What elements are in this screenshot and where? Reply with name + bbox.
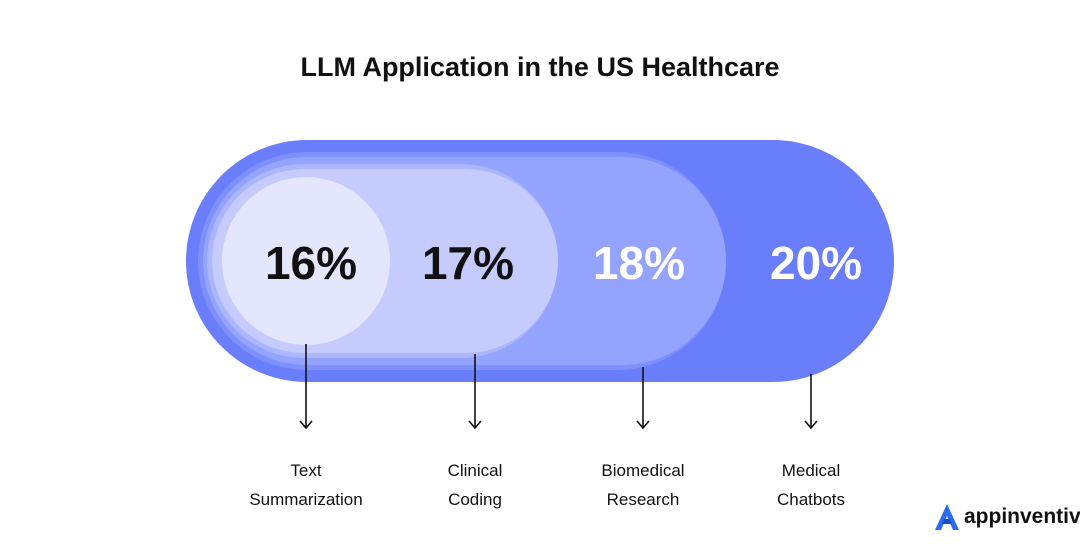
- appinventiv-logo-icon: [935, 504, 959, 530]
- arrow-text-summarization: [299, 344, 313, 430]
- category-label-line: Research: [606, 490, 680, 509]
- brand-name: appinventiv: [964, 505, 1080, 528]
- data-label-medical-chatbots: 20%: [769, 237, 863, 289]
- chart-title: LLM Application in the US Healthcare: [300, 52, 780, 82]
- category-label-clinical-coding: Clinical Coding: [385, 456, 565, 514]
- category-label-line: Text: [290, 461, 322, 480]
- brand-logo: appinventiv: [933, 502, 1080, 532]
- arrow-biomedical-research: [636, 367, 650, 430]
- arrow-clinical-coding: [468, 354, 482, 430]
- data-label-biomedical-research: 18%: [592, 237, 686, 289]
- category-label-text-summarization: Text Summarization: [216, 456, 396, 514]
- category-label-medical-chatbots: Medical Chatbots: [721, 456, 901, 514]
- data-label-text-summarization: 16%: [264, 237, 358, 289]
- data-label-clinical-coding: 17%: [421, 237, 515, 289]
- category-label-line: Clinical: [447, 461, 503, 480]
- arrow-medical-chatbots: [804, 374, 818, 430]
- category-label-biomedical-research: Biomedical Research: [553, 456, 733, 514]
- category-label-line: Coding: [448, 490, 502, 509]
- category-label-line: Biomedical: [601, 461, 685, 480]
- bar-text-summarization: [222, 177, 390, 345]
- category-label-line: Chatbots: [776, 490, 846, 509]
- category-label-line: Summarization: [249, 490, 363, 509]
- category-label-line: Medical: [781, 461, 841, 480]
